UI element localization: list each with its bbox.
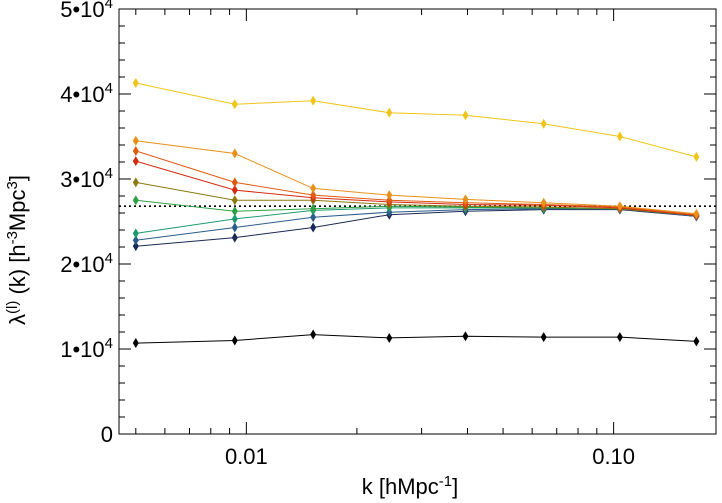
series-0-point [462, 331, 469, 342]
series-7-point [132, 145, 139, 156]
series-6-point [132, 156, 139, 167]
series-line-5 [135, 181, 697, 216]
series-8-point [693, 208, 700, 219]
series-0-point [386, 332, 393, 343]
series-5-point [231, 195, 238, 206]
series-0-point [231, 335, 238, 346]
series-6-point [231, 185, 238, 196]
y-axis-label: λ(l) (k) [h-3Mpc3] [4, 175, 30, 325]
series-2-point [231, 222, 238, 233]
series-0-point [310, 329, 317, 340]
series-9-point [616, 131, 623, 142]
series-5-point [132, 177, 139, 188]
series-9-point [310, 95, 317, 106]
series-3-point [231, 213, 238, 224]
series-7-point [386, 195, 393, 206]
series-4-point [310, 203, 317, 214]
series-8-point [616, 201, 623, 212]
series-0-point [616, 332, 623, 343]
series-8-point [386, 190, 393, 201]
series-0-point [540, 332, 547, 343]
series-9-point [132, 77, 139, 88]
plot-area [119, 77, 716, 349]
series-8-point [540, 197, 547, 208]
series-8-point [231, 148, 238, 159]
series-line-7 [135, 150, 697, 216]
series-4-point [132, 195, 139, 206]
series-9-point [462, 110, 469, 121]
series-3-point [132, 228, 139, 239]
series-7-point [310, 190, 317, 201]
y-tick-label: 5•104 [60, 0, 113, 22]
series-8-point [310, 183, 317, 194]
series-8-point [132, 135, 139, 146]
series-2-point [310, 212, 317, 223]
series-2-point [132, 235, 139, 246]
series-1-point [231, 232, 238, 243]
y-tick-label: 0 [101, 422, 113, 447]
series-4-point [231, 206, 238, 217]
series-1-point [310, 222, 317, 233]
series-8-point [462, 194, 469, 205]
x-axis-label: k [hMpc-1] [362, 473, 459, 499]
x-tick-label: 0.01 [225, 444, 268, 469]
series-7-point [231, 177, 238, 188]
axes: 0 1•104 2•104 3•104 4•104 5•104 0.01 0.10 [60, 0, 717, 469]
series-9-point [231, 99, 238, 110]
series-1-point [132, 241, 139, 252]
series-9-point [540, 118, 547, 129]
series-0-point [693, 336, 700, 347]
x-tick-label: 0.10 [592, 444, 635, 469]
series-line-1 [135, 209, 697, 247]
series-9-point [693, 151, 700, 162]
series-0-point [132, 338, 139, 349]
y-tick-label: 2•104 [60, 250, 113, 277]
series-line-0 [135, 334, 697, 344]
y-tick-label: 1•104 [60, 335, 113, 362]
y-tick-label: 4•104 [60, 80, 113, 107]
series-line-6 [135, 160, 697, 216]
series-line-9 [135, 82, 697, 158]
series-line-8 [135, 140, 697, 215]
series-9-point [386, 107, 393, 118]
plot-frame [118, 8, 717, 435]
y-tick-label: 3•104 [60, 165, 113, 192]
